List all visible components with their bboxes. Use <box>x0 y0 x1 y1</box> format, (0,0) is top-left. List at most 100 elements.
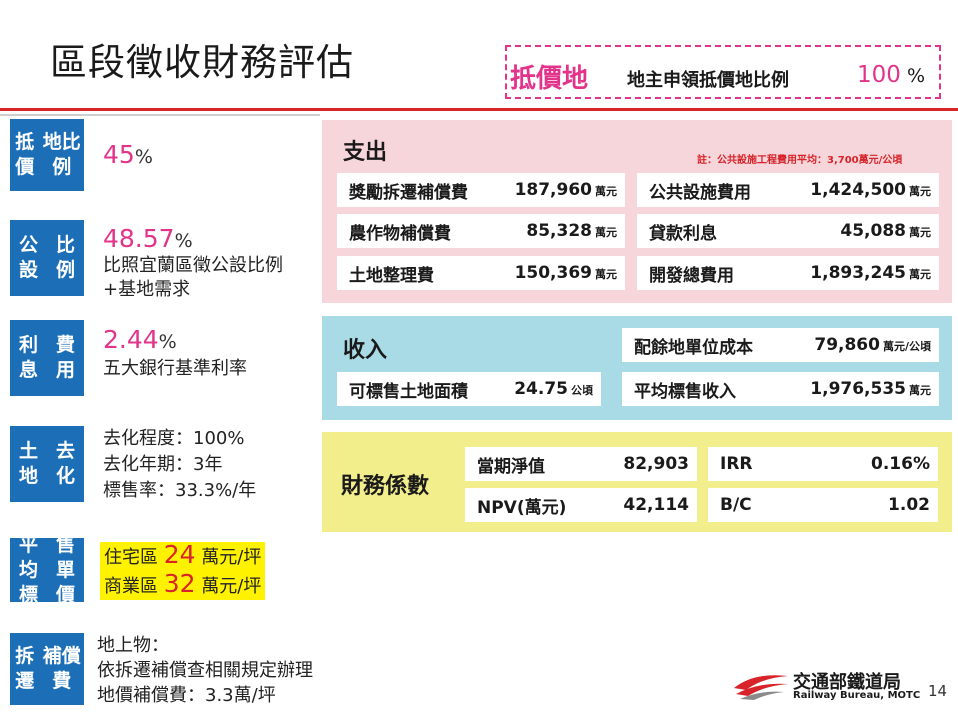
finance-label: IRR <box>720 454 753 474</box>
commercial-unit: 萬元/坪 <box>201 576 262 597</box>
expense-label: 獎勵拆遷補償費 <box>349 182 468 203</box>
residential-price: 住宅區 24 萬元/坪 <box>100 540 266 571</box>
finance-label: B/C <box>720 495 752 515</box>
interest-value: 2.44% <box>103 325 177 354</box>
expense-value: 1,893,245 萬元 <box>810 263 939 283</box>
logo-subtitle: Railway Bureau, MOTC <box>793 690 921 701</box>
expense-unit: 萬元 <box>909 226 931 239</box>
logo-name: 交通部鐵道局 <box>793 672 901 693</box>
label-price: 平均標 售單價 <box>10 534 84 606</box>
income-number: 1,976,535 <box>810 379 906 399</box>
expense-value: 85,328 萬元 <box>526 221 625 241</box>
page-number: 14 <box>928 682 948 700</box>
commercial-price: 商業區 32 萬元/坪 <box>100 569 266 600</box>
income-value: 79,860 萬元/公頃 <box>814 335 939 355</box>
income-item: 平均標售收入 1,976,535 萬元 <box>622 372 939 406</box>
interest-unit: % <box>158 331 177 353</box>
expense-number: 85,328 <box>526 221 592 241</box>
finance-label: 當期淨值 <box>477 456 545 477</box>
expense-value: 187,960 萬元 <box>515 180 625 200</box>
residential-unit: 萬元/坪 <box>201 547 262 568</box>
expenses-note: 註：公共設施工程費用平均：3,700萬元/公頃 <box>697 155 903 166</box>
interest-desc: 五大銀行基準利率 <box>103 358 247 379</box>
expense-value: 45,088 萬元 <box>840 221 939 241</box>
expense-label: 貸款利息 <box>649 223 717 244</box>
land-line-3: 標售率：33.3%/年 <box>103 480 257 501</box>
expense-number: 1,893,245 <box>810 263 906 283</box>
finance-item: NPV(萬元) 42,114 <box>465 488 697 522</box>
income-value: 24.75 公頃 <box>514 379 601 399</box>
finance-value: 0.16% <box>871 454 930 474</box>
ratio-number: 45 <box>103 140 135 169</box>
highlight-text: 地主申領抵價地比例 <box>627 70 789 91</box>
header-subdivider <box>0 114 320 116</box>
comp-line-1: 地上物： <box>97 635 169 656</box>
expense-unit: 萬元 <box>909 185 931 198</box>
commercial-label: 商業區 <box>104 576 158 597</box>
expense-unit: 萬元 <box>595 268 617 281</box>
income-unit: 公頃 <box>571 384 593 397</box>
expense-value: 150,369 萬元 <box>515 263 625 283</box>
highlight-value: 100 <box>857 62 901 88</box>
comp-line-2: 依拆遷補償查相關規定辦理 <box>97 660 313 681</box>
label-land: 土地 去化 <box>10 426 84 502</box>
label-interest: 利息 費用 <box>10 320 84 396</box>
expense-item: 公共設施費用 1,424,500 萬元 <box>637 173 939 207</box>
expense-item: 土地整理費 150,369 萬元 <box>337 256 625 290</box>
expense-label: 土地整理費 <box>349 265 434 286</box>
expense-item: 獎勵拆遷補償費 187,960 萬元 <box>337 173 625 207</box>
ratio-unit: % <box>134 146 153 168</box>
income-value: 1,976,535 萬元 <box>810 379 939 399</box>
label-public: 公設 比例 <box>10 220 84 296</box>
label-compensation: 拆遷 補償費 <box>10 633 84 705</box>
highlight-key: 抵價地 <box>510 64 589 94</box>
residential-number: 24 <box>163 540 196 569</box>
public-value: 48.57% <box>103 224 193 253</box>
railway-logo-icon <box>734 675 788 700</box>
income-item: 可標售土地面積 24.75 公頃 <box>337 372 601 406</box>
income-label: 可標售土地面積 <box>349 381 468 402</box>
expense-item: 農作物補償費 85,328 萬元 <box>337 214 625 248</box>
land-line-2: 去化年期：3年 <box>103 454 223 475</box>
income-unit: 萬元/公頃 <box>882 340 931 353</box>
expense-item: 貸款利息 45,088 萬元 <box>637 214 939 248</box>
land-line-1: 去化程度：100% <box>103 428 245 449</box>
commercial-number: 32 <box>163 569 196 598</box>
expense-value: 1,424,500 萬元 <box>810 180 939 200</box>
expense-label: 農作物補償費 <box>349 223 451 244</box>
income-number: 24.75 <box>514 379 568 399</box>
finance-item: B/C 1.02 <box>708 488 938 522</box>
finance-title: 財務係數 <box>341 474 430 499</box>
page-title: 區段徵收財務評估 <box>50 41 354 84</box>
expense-label: 開發總費用 <box>649 265 734 286</box>
expense-unit: 萬元 <box>595 185 617 198</box>
expense-unit: 萬元 <box>909 268 931 281</box>
public-unit: % <box>174 230 193 252</box>
finance-label: NPV(萬元) <box>477 497 567 518</box>
income-number: 79,860 <box>814 335 880 355</box>
interest-number: 2.44 <box>103 325 159 354</box>
public-desc-1: 比照宜蘭區徵公設比例 <box>103 255 283 276</box>
expense-number: 1,424,500 <box>810 180 906 200</box>
finance-item: 當期淨值 82,903 <box>465 447 697 481</box>
highlight-box <box>505 45 941 99</box>
expense-number: 187,960 <box>514 180 592 200</box>
income-title: 收入 <box>343 338 388 363</box>
income-item: 配餘地單位成本 79,860 萬元/公頃 <box>622 328 939 362</box>
comp-line-3: 地價補償費：3.3萬/坪 <box>97 685 276 706</box>
highlight-unit: % <box>907 65 926 87</box>
header-divider <box>0 108 958 111</box>
public-number: 48.57 <box>103 224 175 253</box>
finance-value: 1.02 <box>888 495 930 515</box>
expenses-title: 支出 <box>343 140 388 165</box>
finance-item: IRR 0.16% <box>708 447 938 481</box>
residential-label: 住宅區 <box>104 547 158 568</box>
expense-item: 開發總費用 1,893,245 萬元 <box>637 256 939 290</box>
ratio-value: 45% <box>103 140 153 169</box>
public-desc-2: +基地需求 <box>103 279 191 300</box>
income-unit: 萬元 <box>909 384 931 397</box>
expense-number: 45,088 <box>840 221 906 241</box>
expense-number: 150,369 <box>514 263 592 283</box>
finance-value: 42,114 <box>623 495 689 515</box>
income-label: 平均標售收入 <box>634 381 736 402</box>
